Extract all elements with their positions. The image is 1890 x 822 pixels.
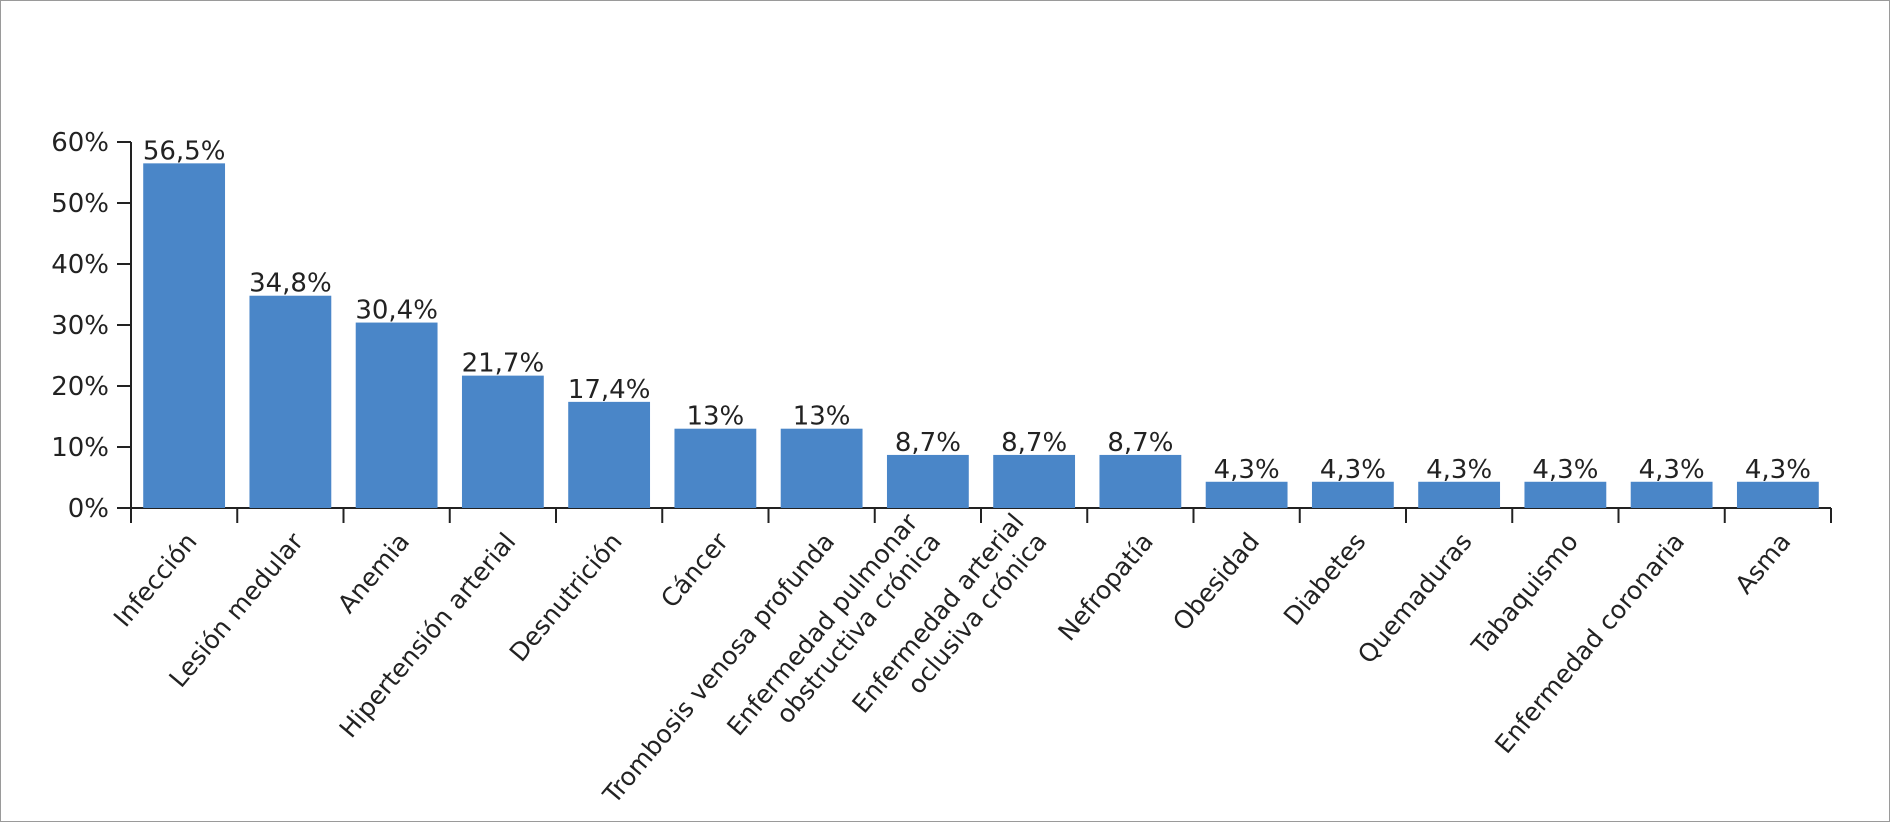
bar <box>1311 481 1394 508</box>
bar <box>1418 481 1501 508</box>
value-label: 4,3% <box>1639 455 1705 485</box>
category-label-line: Nefropatía <box>1052 527 1159 646</box>
bar <box>143 163 226 508</box>
bar <box>1630 481 1713 508</box>
category-label-line: Asma <box>1729 527 1796 599</box>
category-label-line: Enfermedad coronaria <box>1489 527 1690 759</box>
value-label: 4,3% <box>1320 455 1386 485</box>
bar <box>249 295 332 508</box>
y-tick-label: 0% <box>68 494 109 524</box>
bar <box>780 428 863 508</box>
bar <box>993 454 1076 508</box>
category-label: Obesidad <box>1167 527 1265 636</box>
category-label: Nefropatía <box>1052 527 1159 646</box>
category-label: Diabetes <box>1278 527 1372 631</box>
category-label-line: Diabetes <box>1278 527 1372 631</box>
value-label: 21,7% <box>462 349 545 379</box>
bar <box>1736 481 1819 508</box>
category-label: Infección <box>108 527 203 632</box>
category-label: Asma <box>1729 527 1796 599</box>
category-label-line: Obesidad <box>1167 527 1265 636</box>
category-label-line: Desnutrición <box>504 527 628 667</box>
y-tick-label: 40% <box>51 250 109 280</box>
x-axis <box>130 507 1832 523</box>
category-label: Hipertensión arterial <box>334 527 522 743</box>
value-label: 13% <box>686 402 744 432</box>
category-label-line: Cáncer <box>655 527 734 614</box>
category-label: Tabaquismo <box>1465 527 1584 661</box>
bar <box>674 428 757 508</box>
value-label: 8,7% <box>1107 428 1173 458</box>
y-tick-label: 50% <box>51 189 109 219</box>
y-tick-label: 10% <box>51 433 109 463</box>
bar <box>568 401 651 508</box>
category-label: Enfermedad coronaria <box>1489 527 1690 759</box>
value-label: 8,7% <box>895 428 961 458</box>
y-tick-label: 60% <box>51 128 109 158</box>
value-label: 56,5% <box>143 136 226 166</box>
y-axis: 0% 10% 20% 30% 40% 50% 60% <box>51 128 132 524</box>
category-label: Anemia <box>332 527 415 618</box>
bar <box>1205 481 1288 508</box>
category-label-line: Quemaduras <box>1352 527 1478 669</box>
value-label: 34,8% <box>249 269 332 299</box>
value-label: 4,3% <box>1426 455 1492 485</box>
y-tick-label: 30% <box>51 311 109 341</box>
category-label-line: Infección <box>108 527 203 632</box>
bar <box>461 375 544 508</box>
value-labels: 56,5% 34,8% 30,4% 21,7% 17,4% 13% 13% 8,7% 8,7% 8… <box>143 136 1811 484</box>
bar <box>1099 454 1182 508</box>
bar <box>1524 481 1607 508</box>
value-label: 4,3% <box>1532 455 1598 485</box>
bar <box>886 454 969 508</box>
category-label-line: Anemia <box>332 527 415 618</box>
category-label: Quemaduras <box>1352 527 1478 669</box>
value-label: 4,3% <box>1745 455 1811 485</box>
value-label: 17,4% <box>568 375 651 405</box>
category-label: Desnutrición <box>504 527 628 667</box>
value-label: 8,7% <box>1001 428 1067 458</box>
value-label: 13% <box>793 402 851 432</box>
bar <box>355 322 438 508</box>
value-label: 4,3% <box>1214 455 1280 485</box>
category-label-line: Tabaquismo <box>1465 527 1584 661</box>
bars <box>143 163 1819 508</box>
value-label: 30,4% <box>355 296 438 326</box>
y-tick-label: 20% <box>51 372 109 402</box>
category-label: Cáncer <box>655 527 734 614</box>
category-label-line: Hipertensión arterial <box>334 527 522 743</box>
